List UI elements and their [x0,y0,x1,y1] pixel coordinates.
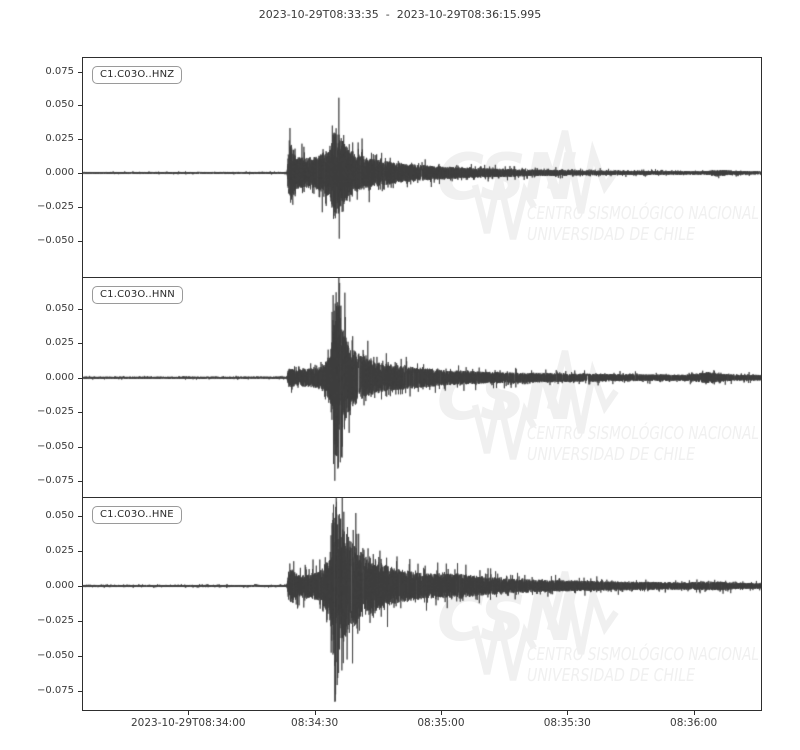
x-tick-mark [314,711,316,715]
y-tick-label: −0.025 [36,200,74,212]
y-tick-mark [78,412,82,414]
y-tick-mark [78,515,82,517]
waveform-canvas-hne [83,498,761,710]
y-tick-label: −0.075 [36,685,74,697]
y-tick-label: −0.075 [36,475,74,487]
y-tick-label: 0.050 [45,509,74,521]
station-label-hne: C1.C03O..HNE [92,506,182,524]
y-tick-mark [78,446,82,448]
x-tick-label: 08:35:30 [543,717,591,729]
y-tick-label: −0.050 [36,650,74,662]
y-tick-label: −0.050 [36,440,74,452]
y-tick-mark [78,206,82,208]
y-tick-mark [78,139,82,141]
x-tick-mark [693,711,695,715]
x-tick-label: 08:34:30 [291,717,339,729]
y-tick-label: −0.025 [36,406,74,418]
y-tick-mark [78,172,82,174]
y-tick-label: 0.000 [45,166,74,178]
y-tick-mark [78,308,82,310]
station-label-hnn: C1.C03O..HNN [92,286,183,304]
y-tick-label: 0.025 [45,133,74,145]
y-tick-mark [78,377,82,379]
x-tick-label: 2023-10-29T08:34:00 [130,717,246,729]
x-tick-mark [567,711,569,715]
y-tick-mark [78,585,82,587]
y-tick-label: 0.050 [45,302,74,314]
y-tick-label: 0.025 [45,337,74,349]
x-tick-mark [440,711,442,715]
x-tick-label: 08:35:00 [417,717,465,729]
subplot-hne: CSN CENTRO SISMOLÓGICO NACIONAL UNIVERSI… [82,497,762,711]
y-tick-mark [78,343,82,345]
waveform-canvas-hnz [83,58,761,277]
subplot-hnn: CSN CENTRO SISMOLÓGICO NACIONAL UNIVERSI… [82,277,762,497]
x-tick-mark [188,711,190,715]
y-tick-label: 0.025 [45,544,74,556]
y-tick-mark [78,691,82,693]
y-tick-mark [78,621,82,623]
y-tick-label: 0.075 [45,65,74,77]
y-tick-mark [78,656,82,658]
x-tick-label: 08:36:00 [670,717,718,729]
y-tick-label: 0.050 [45,99,74,111]
subplot-hnz: CSN CENTRO SISMOLÓGICO NACIONAL UNIVERSI… [82,57,762,277]
figure-title: 2023-10-29T08:33:35 - 2023-10-29T08:36:1… [258,8,542,21]
y-tick-label: −0.050 [36,234,74,246]
y-tick-mark [78,105,82,107]
station-label-hnz: C1.C03O..HNZ [92,66,183,84]
y-tick-mark [78,550,82,552]
y-tick-mark [78,481,82,483]
y-tick-label: 0.000 [45,579,74,591]
y-tick-label: 0.000 [45,371,74,383]
y-tick-label: −0.025 [36,615,74,627]
y-tick-mark [78,240,82,242]
waveform-canvas-hnn [83,278,761,497]
y-tick-mark [78,71,82,73]
